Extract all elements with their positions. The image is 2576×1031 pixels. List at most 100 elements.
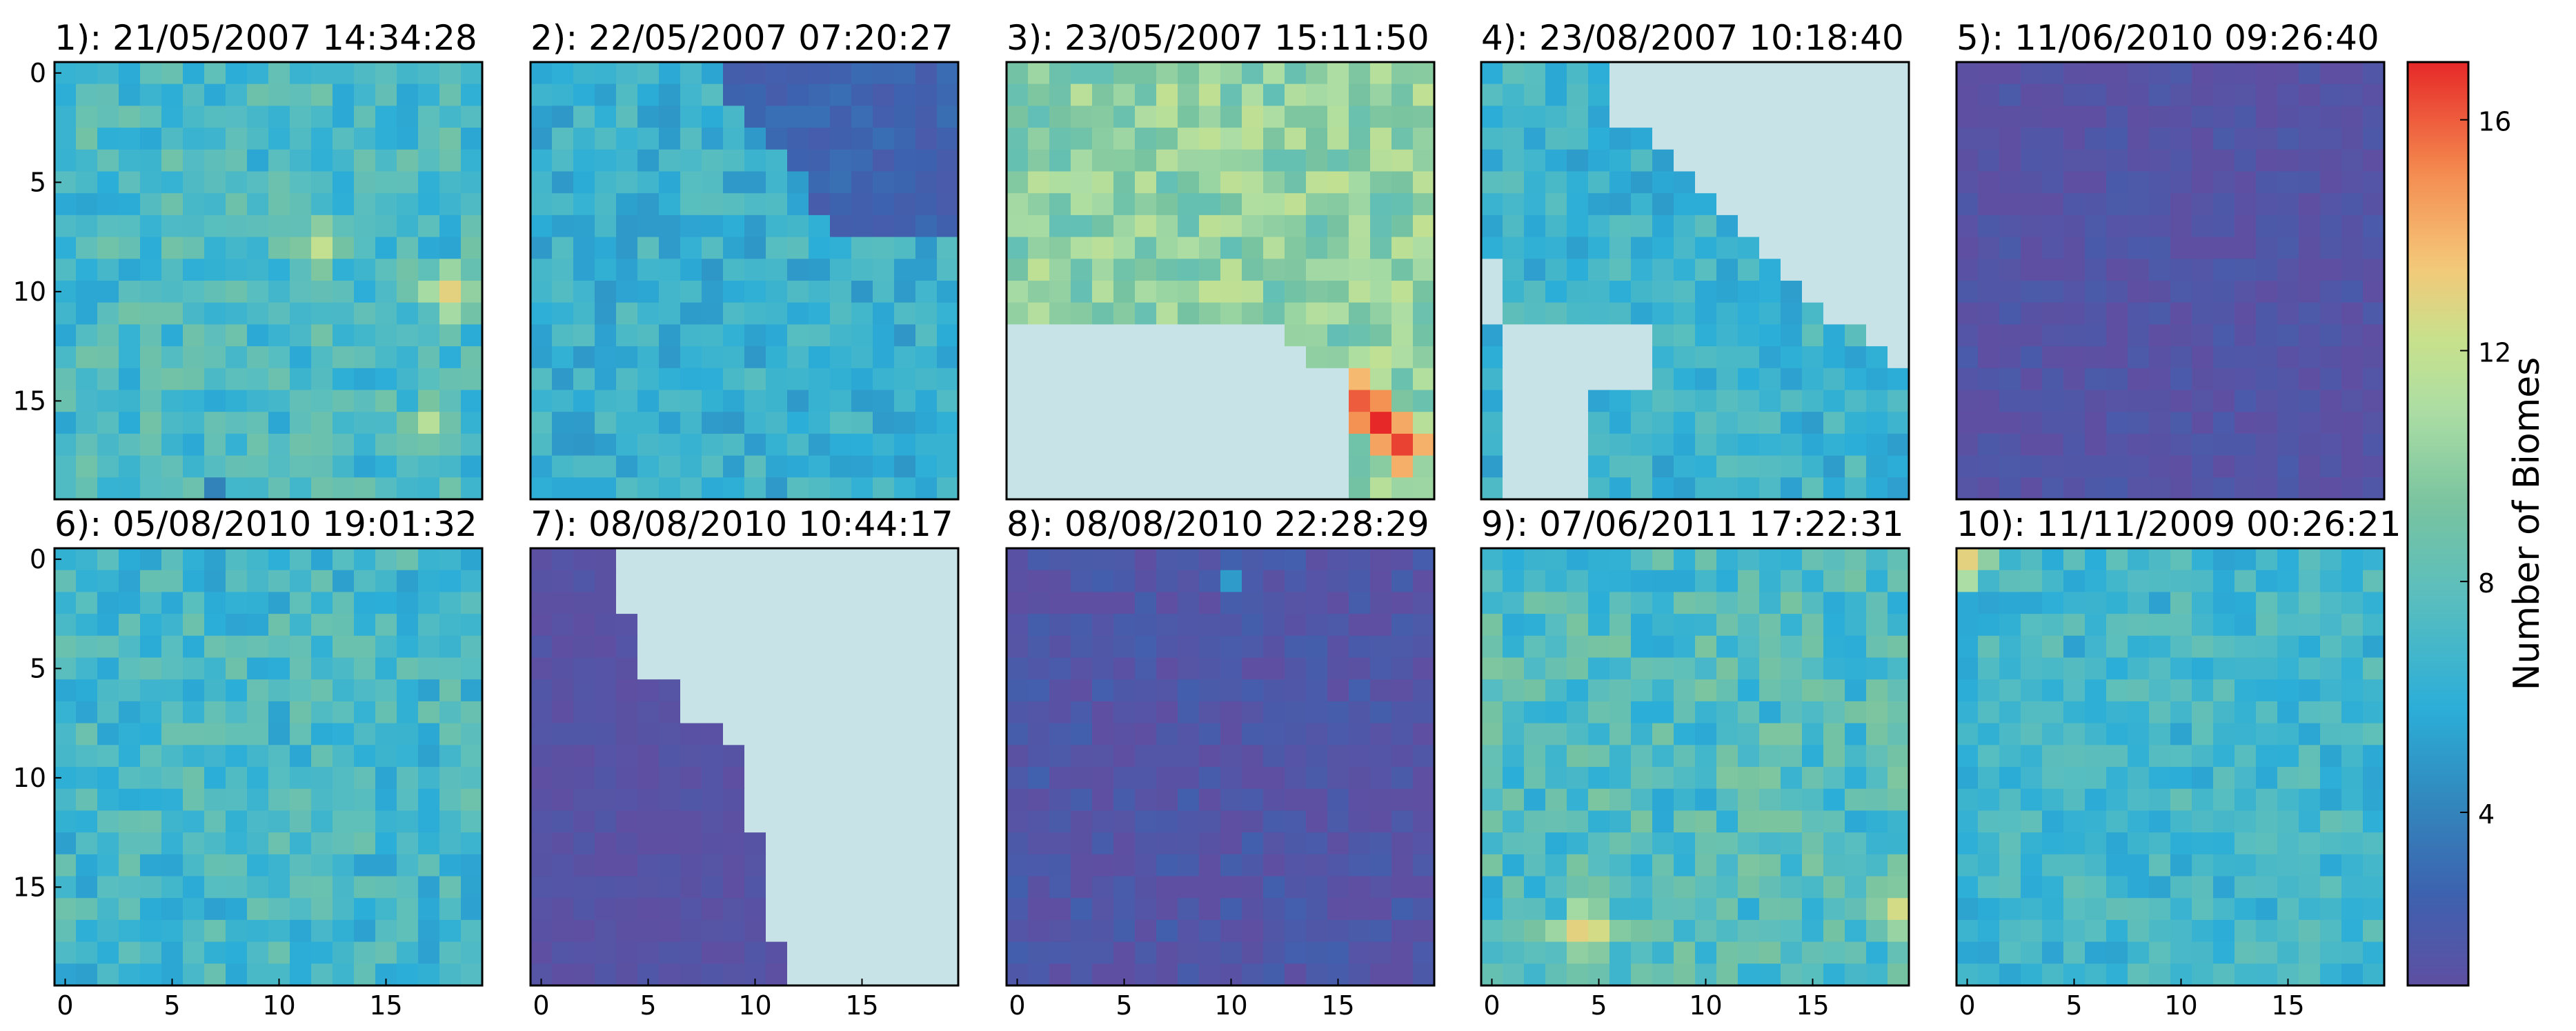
heatmap-cell bbox=[1306, 876, 1328, 899]
heatmap-cell bbox=[333, 237, 355, 259]
heatmap-cell bbox=[140, 963, 162, 986]
heatmap-cell bbox=[766, 259, 788, 281]
heatmap-cell bbox=[1888, 324, 1910, 347]
heatmap-cell bbox=[873, 259, 895, 281]
heatmap-cell bbox=[311, 963, 333, 986]
heatmap-cell bbox=[1178, 368, 1200, 391]
heatmap-cell bbox=[1781, 788, 1803, 811]
heatmap-cell bbox=[2235, 657, 2257, 680]
heatmap-cell bbox=[375, 810, 397, 833]
heatmap-cell bbox=[680, 346, 702, 369]
heatmap-cell bbox=[247, 941, 269, 964]
heatmap-cell bbox=[616, 433, 638, 457]
heatmap-cell bbox=[119, 390, 141, 412]
heatmap-cell bbox=[1545, 149, 1567, 172]
heatmap-cell bbox=[894, 635, 916, 659]
heatmap-cell bbox=[119, 701, 141, 724]
heatmap-cell bbox=[1802, 62, 1824, 85]
heatmap-cell bbox=[55, 679, 77, 702]
heatmap-cell bbox=[1349, 433, 1371, 457]
heatmap-cell bbox=[1327, 302, 1349, 325]
heatmap-cell bbox=[2042, 412, 2064, 434]
heatmap-cell bbox=[1391, 83, 1414, 106]
heatmap-cell bbox=[680, 259, 702, 281]
heatmap-cell bbox=[204, 679, 226, 702]
heatmap-cell bbox=[2213, 171, 2235, 194]
heatmap-cell bbox=[1327, 592, 1349, 614]
heatmap-cell bbox=[616, 657, 638, 680]
heatmap-cell bbox=[2192, 302, 2214, 325]
heatmap-cell bbox=[1738, 548, 1760, 571]
heatmap-cell bbox=[1567, 919, 1589, 943]
heatmap-cell bbox=[1071, 832, 1093, 855]
heatmap-cell bbox=[97, 455, 119, 478]
heatmap-cell bbox=[1999, 876, 2021, 899]
heatmap-cell bbox=[830, 455, 852, 478]
panel-frame bbox=[1480, 547, 1910, 987]
heatmap-cell bbox=[1567, 302, 1589, 325]
heatmap-cell bbox=[1007, 281, 1029, 303]
heatmap-cell bbox=[2170, 62, 2192, 85]
heatmap-cell bbox=[1263, 657, 1285, 680]
heatmap-cell bbox=[2192, 898, 2214, 921]
heatmap-cell bbox=[1802, 898, 1824, 921]
heatmap-cell bbox=[1071, 548, 1093, 571]
heatmap-cell bbox=[531, 570, 553, 592]
heatmap-cell bbox=[1071, 324, 1093, 347]
heatmap-cell bbox=[2363, 788, 2385, 811]
heatmap-cell bbox=[2363, 657, 2385, 680]
heatmap-cell bbox=[680, 412, 702, 434]
heatmap-cell bbox=[76, 259, 98, 281]
heatmap-cell bbox=[375, 854, 397, 877]
heatmap-cell bbox=[268, 62, 290, 85]
heatmap-cell bbox=[1071, 346, 1093, 369]
heatmap-cell bbox=[397, 854, 419, 877]
heatmap-cell bbox=[2235, 548, 2257, 571]
heatmap-cell bbox=[1242, 368, 1264, 391]
heatmap-cell bbox=[1738, 919, 1760, 943]
heatmap-cell bbox=[1156, 767, 1178, 790]
heatmap-cell bbox=[1802, 128, 1824, 150]
heatmap-cell bbox=[830, 788, 852, 811]
heatmap-cell bbox=[290, 701, 312, 724]
heatmap-cell bbox=[573, 62, 595, 85]
heatmap-cell bbox=[937, 548, 959, 571]
heatmap-cell bbox=[702, 390, 724, 412]
heatmap-cell bbox=[183, 941, 205, 964]
heatmap-cell bbox=[1413, 149, 1435, 172]
heatmap-cell bbox=[659, 171, 681, 194]
heatmap-cell bbox=[226, 679, 248, 702]
heatmap-cell bbox=[1716, 919, 1738, 943]
heatmap-cell bbox=[787, 876, 809, 899]
heatmap-cell bbox=[1545, 455, 1567, 478]
heatmap-cell bbox=[2277, 854, 2299, 877]
heatmap-cell bbox=[2320, 302, 2342, 325]
heatmap-cell bbox=[1588, 62, 1610, 85]
heatmap-cell bbox=[2021, 171, 2043, 194]
heatmap-cell bbox=[637, 128, 660, 150]
heatmap-cell bbox=[2085, 898, 2107, 921]
heatmap-cell bbox=[1306, 832, 1328, 855]
heatmap-cell bbox=[55, 745, 77, 768]
heatmap-cell bbox=[290, 302, 312, 325]
heatmap-cell bbox=[1759, 592, 1781, 614]
heatmap-cell bbox=[1738, 106, 1760, 128]
heatmap-cell bbox=[1220, 635, 1242, 659]
heatmap-cell bbox=[1781, 963, 1803, 986]
heatmap-cell bbox=[1178, 281, 1200, 303]
heatmap-cell bbox=[1092, 832, 1114, 855]
heatmap-cell bbox=[1092, 237, 1114, 259]
heatmap-cell bbox=[1285, 128, 1307, 150]
heatmap-cell bbox=[183, 854, 205, 877]
heatmap-cell bbox=[1802, 876, 1824, 899]
heatmap-cell bbox=[1999, 62, 2021, 85]
heatmap-cell bbox=[809, 635, 831, 659]
heatmap-cell bbox=[1327, 919, 1349, 943]
heatmap-cell bbox=[744, 62, 766, 85]
panel-title: 9): 07/06/2011 17:22:31 bbox=[1481, 504, 1904, 544]
heatmap-cell bbox=[461, 106, 483, 128]
heatmap-cell bbox=[1545, 171, 1567, 194]
heatmap-cell bbox=[637, 281, 660, 303]
heatmap-cell bbox=[1567, 214, 1589, 238]
heatmap-cell bbox=[140, 259, 162, 281]
